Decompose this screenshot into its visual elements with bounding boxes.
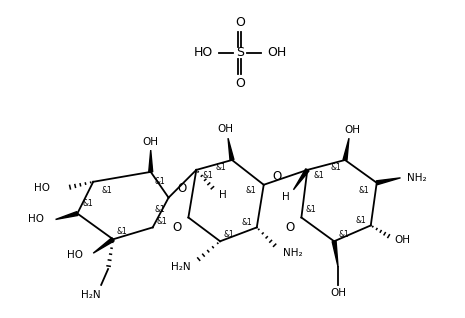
Text: &1: &1 — [246, 186, 256, 195]
Polygon shape — [93, 238, 114, 253]
Text: OH: OH — [143, 137, 159, 147]
Text: &1: &1 — [117, 227, 127, 236]
Text: &1: &1 — [203, 171, 213, 180]
Text: &1: &1 — [224, 230, 234, 239]
Text: OH: OH — [394, 235, 411, 245]
Polygon shape — [376, 178, 400, 185]
Text: HO: HO — [33, 183, 50, 193]
Text: NH₂: NH₂ — [283, 248, 302, 258]
Text: H₂N: H₂N — [171, 262, 190, 272]
Text: HO: HO — [67, 250, 83, 260]
Text: OH: OH — [344, 125, 360, 135]
Polygon shape — [343, 138, 349, 160]
Text: H: H — [282, 192, 289, 202]
Text: &1: &1 — [331, 163, 341, 172]
Text: NH₂: NH₂ — [406, 173, 426, 183]
Text: &1: &1 — [154, 205, 165, 214]
Text: OH: OH — [267, 46, 286, 59]
Polygon shape — [332, 241, 338, 267]
Polygon shape — [55, 211, 78, 219]
Text: O: O — [286, 221, 295, 234]
Text: OH: OH — [217, 124, 233, 134]
Text: S: S — [236, 46, 244, 59]
Text: H₂N: H₂N — [81, 290, 101, 300]
Text: OH: OH — [330, 288, 346, 298]
Text: O: O — [235, 16, 245, 29]
Polygon shape — [149, 150, 153, 172]
Text: &1: &1 — [356, 216, 366, 225]
Text: O: O — [235, 77, 245, 90]
Text: &1: &1 — [156, 217, 167, 226]
Polygon shape — [228, 138, 234, 160]
Polygon shape — [293, 169, 309, 190]
Text: &1: &1 — [154, 177, 165, 186]
Text: &1: &1 — [339, 230, 349, 239]
Text: &1: &1 — [241, 218, 252, 227]
Text: &1: &1 — [216, 163, 226, 172]
Text: HO: HO — [27, 214, 44, 225]
Text: &1: &1 — [102, 186, 113, 195]
Text: &1: &1 — [306, 205, 317, 214]
Text: &1: &1 — [314, 171, 325, 180]
Text: &1: &1 — [83, 199, 93, 208]
Text: O: O — [272, 170, 281, 183]
Text: O: O — [178, 182, 187, 195]
Text: H: H — [219, 190, 227, 200]
Text: HO: HO — [193, 46, 213, 59]
Text: &1: &1 — [359, 186, 369, 195]
Text: O: O — [173, 221, 182, 234]
